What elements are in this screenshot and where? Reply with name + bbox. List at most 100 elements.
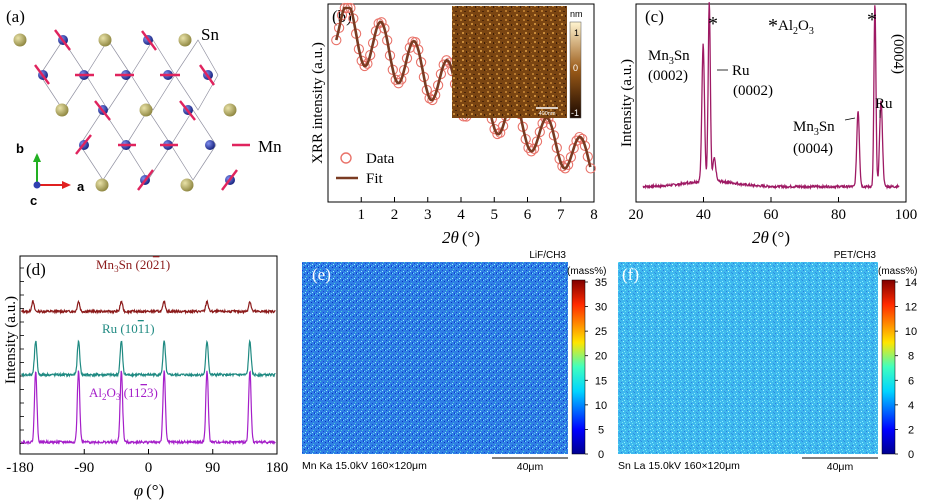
ru-series-label: Ru (1011): [102, 321, 155, 336]
x-tick-label: 1: [358, 207, 366, 223]
mapping-e-header: LiF/CH3: [529, 250, 566, 261]
afm-colorbar: [569, 21, 582, 119]
mn3sn-0002-name: Mn3Sn: [648, 48, 690, 67]
colorbar-tick-label: 12: [905, 302, 917, 314]
afm-tick-top: 1: [574, 28, 579, 38]
x-tick-label: 80: [831, 207, 846, 223]
spin-arrows: [34, 29, 250, 191]
panel-a: (a): [6, 7, 282, 208]
mapping-e-scalebar-label: 40μm: [517, 461, 544, 473]
xrr-data-point: [441, 55, 452, 66]
mapping-e-footer: Mn Ka 15.0kV 160×120μm: [302, 460, 427, 472]
al2o3-series-label: Al2O3 (1123): [89, 385, 158, 402]
ru-0004-refl: (0004): [890, 34, 906, 74]
colorbar-tick-label: 0: [598, 449, 604, 461]
sn-atom: [139, 103, 153, 117]
sn-atoms: [13, 33, 237, 192]
xrr-data-point: [526, 146, 537, 157]
axis-b-label: b: [16, 141, 24, 156]
legend-fit-label: Fit: [366, 171, 384, 187]
colorbar-tick-label: 6: [908, 375, 914, 387]
axis-c-label: c: [30, 193, 37, 208]
afm-unit: nm: [570, 9, 583, 19]
plot-b-ylabel: XRR intensity (a.u.): [310, 42, 326, 164]
panel-f: (f) PET/CH3 (mass%) 14 12 10 8 6 4 2 0 Sn La 15…: [618, 250, 917, 473]
xrr-data-point: [427, 94, 438, 106]
sn-atom: [98, 33, 112, 47]
x-tick-label: -180: [6, 460, 34, 476]
colorbar-tick-label: 10: [905, 326, 917, 338]
sn-atom: [95, 178, 109, 192]
ru-0002-name: Ru: [732, 63, 750, 79]
mapping-e-colorbar: [571, 279, 586, 455]
xrr-data-point: [579, 140, 591, 152]
xrr-data-point: [376, 17, 387, 28]
afm-tick-mid: 0: [573, 63, 578, 73]
peak-star-1: *: [708, 13, 718, 35]
sn-atom: [180, 178, 194, 192]
afm-tick-bottom: -1: [571, 108, 579, 118]
mn-label: Mn: [258, 137, 282, 156]
xrd-2theta-curve: [642, 2, 900, 191]
xrr-data-point: [560, 163, 571, 174]
mn3sn-0004-pointer: [844, 117, 856, 121]
mapping-f-unit: (mass%): [878, 266, 917, 277]
x-tick-label: 6: [524, 207, 532, 223]
colorbar-tick-label: 5: [598, 424, 604, 436]
mn3sn-series-label: Mn3Sn (2021): [96, 257, 170, 274]
panel-f-label: (f): [622, 265, 639, 284]
colorbar-tick-label: 20: [595, 351, 607, 363]
xrr-data-point: [574, 131, 585, 143]
panel-d-label: (d): [26, 260, 46, 279]
plot-b-legend: Data Fit: [336, 151, 395, 187]
al2o3-legend: *Al2O3: [768, 15, 814, 37]
mn3sn-0004-name: Mn3Sn: [793, 119, 835, 138]
legend-data-marker: [340, 152, 352, 164]
ru-0002-refl: (0002): [733, 83, 773, 99]
colorbar-tick-label: 8: [908, 351, 914, 363]
mn-atom: [205, 140, 215, 150]
sn-label: Sn: [201, 25, 219, 44]
plot-d-yticks: [20, 267, 24, 444]
x-tick-label: 3: [424, 207, 432, 223]
afm-image: [452, 6, 567, 118]
colorbar-tick-label: 2: [908, 424, 914, 436]
panel-e-label: (e): [312, 265, 331, 284]
x-tick-label: 0: [145, 460, 153, 476]
x-tick-label: 60: [764, 207, 779, 223]
x-tick-label: 90: [205, 460, 220, 476]
x-tick-label: 20: [629, 207, 644, 223]
colorbar-tick-label: 4: [908, 400, 914, 412]
xrr-data-point: [545, 119, 557, 131]
colorbar-tick-label: 35: [595, 277, 607, 289]
xrr-data-point: [568, 143, 579, 154]
mapping-f-header: PET/CH3: [834, 250, 877, 261]
colorbar-tick-label: 0: [908, 449, 914, 461]
mn3sn-0002-refl: (0002): [648, 68, 688, 84]
colorbar-tick-label: 25: [595, 326, 607, 338]
sn-atom: [178, 33, 192, 47]
panel-d: (d) Intensity (a.u.) -180 -90 0 90 180 φ (°) …: [3, 255, 288, 500]
phi-scan-al2o3: [20, 370, 276, 446]
mapping-f-colorbar: [881, 279, 896, 455]
plot-b-xticks: 1 2 3 4 5 6 7 8: [358, 197, 598, 223]
mapping-e-unit: (mass%): [567, 266, 606, 277]
x-tick-label: 40: [696, 207, 711, 223]
mapping-e-image: [302, 262, 568, 454]
x-tick-label: 8: [590, 207, 598, 223]
colorbar-tick-label: 15: [595, 375, 607, 387]
plot-c-xticks: 20 40 60 80 100: [629, 197, 917, 223]
x-tick-label: 5: [491, 207, 499, 223]
xrr-data-point: [571, 135, 582, 146]
sn-atom: [223, 103, 237, 117]
panel-c-label: (c): [645, 7, 664, 26]
panel-c: (c) Intensity (a.u.) 20 40 60 80 100 2θ (°) *…: [619, 2, 917, 247]
sn-atom: [13, 33, 27, 47]
axis-a-label: a: [77, 179, 85, 194]
legend-data-label: Data: [366, 151, 395, 167]
panel-a-label: (a): [6, 7, 25, 26]
afm-scalebar-label: 400nm: [539, 111, 556, 117]
xrr-data-point: [430, 89, 441, 101]
colorbar-tick-label: 30: [595, 302, 607, 314]
